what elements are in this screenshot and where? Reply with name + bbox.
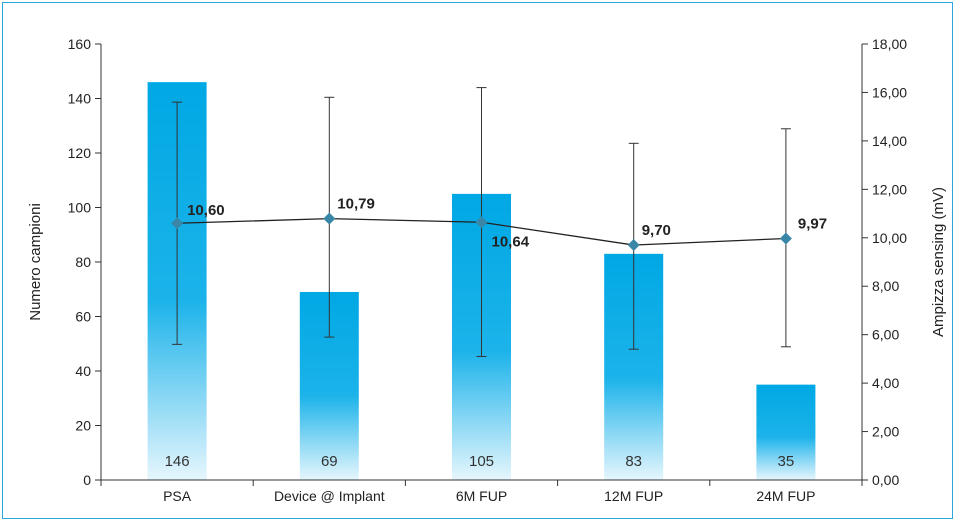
y-tick-label: 140 [68, 91, 92, 107]
series-marker [779, 232, 792, 245]
bar-value-label: 83 [625, 453, 642, 470]
y2-tick-label: 12,00 [872, 181, 907, 197]
y-tick-label: 60 [75, 309, 91, 325]
y-tick-label: 100 [68, 200, 92, 216]
line-series-group: 10,60 10,79 10,64 9,70 9,97 [171, 196, 827, 252]
series-marker [475, 216, 488, 229]
y2-tick-label: 18,00 [872, 36, 907, 52]
y2-tick-label: 4,00 [872, 375, 899, 391]
y2-tick-label: 0,00 [872, 472, 899, 488]
y2-tick-label: 14,00 [872, 133, 907, 149]
bar-5 [756, 384, 816, 480]
x-tick-label: 24M FUP [756, 488, 815, 504]
y2-tick-label: 6,00 [872, 327, 899, 343]
axes-group: 0 20 40 60 80 100 120 140 160 0,00 2,00 4,00 6,00 8,0… [68, 36, 908, 504]
y-tick-label: 40 [75, 363, 91, 379]
point-value-label: 10,60 [187, 202, 225, 219]
bar-value-label: 69 [321, 453, 338, 470]
y2-tick-label: 16,00 [872, 84, 907, 100]
y-tick-label: 0 [83, 472, 91, 488]
series-marker [171, 217, 184, 230]
series-marker [323, 212, 336, 225]
y2-tick-label: 8,00 [872, 278, 899, 294]
point-value-label: 10,64 [492, 233, 530, 250]
x-tick-label: PSA [163, 488, 192, 504]
y2-axis-title: Ampizza sensing (mV) [930, 187, 947, 337]
y2-tick-label: 2,00 [872, 424, 899, 440]
point-value-label: 9,97 [798, 216, 827, 233]
x-tick-label: 12M FUP [604, 488, 663, 504]
y2-tick-label: 10,00 [872, 230, 907, 246]
y-tick-label: 20 [75, 418, 91, 434]
x-tick-label: Device @ Implant [274, 488, 385, 504]
bar-value-label: 35 [778, 453, 795, 470]
point-value-label: 10,79 [337, 196, 375, 213]
y-tick-label: 80 [75, 254, 91, 270]
x-tick-label: 6M FUP [456, 488, 507, 504]
bar-value-label: 146 [165, 453, 190, 470]
point-value-label: 9,70 [642, 222, 671, 239]
series-marker [627, 239, 640, 252]
bar-value-label: 105 [469, 453, 494, 470]
y-tick-label: 120 [68, 145, 92, 161]
y-tick-label: 160 [68, 36, 92, 52]
y-axis-title: Numero campioni [27, 203, 44, 321]
